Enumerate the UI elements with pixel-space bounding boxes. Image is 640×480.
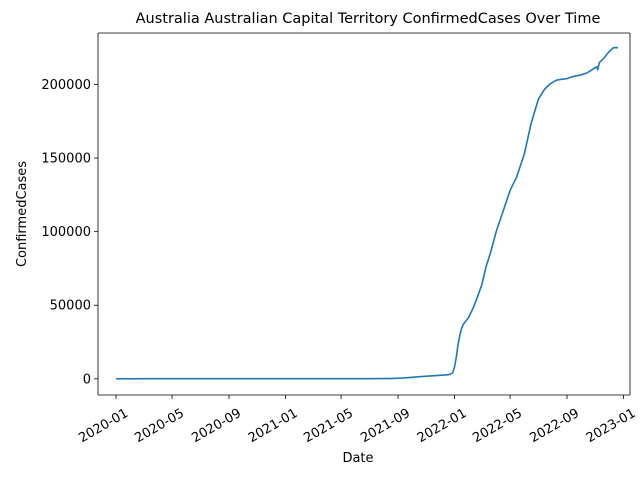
x-tick-label: 2021-09 — [358, 406, 413, 446]
chart-title: Australia Australian Capital Territory C… — [136, 11, 601, 27]
y-tick-label: 100000 — [41, 225, 91, 240]
x-tick-label: 2023-01 — [584, 406, 639, 446]
x-tick-label: 2020-05 — [132, 406, 187, 446]
x-tick-label: 2022-05 — [470, 406, 525, 446]
x-tick-label: 2022-01 — [415, 406, 470, 446]
x-tick-label: 2020-09 — [189, 406, 244, 446]
x-tick-label: 2021-05 — [301, 406, 356, 446]
y-tick-label: 200000 — [41, 78, 91, 93]
y-axis-label: ConfirmedCases — [15, 161, 30, 267]
y-tick-label: 50000 — [50, 299, 91, 314]
x-tick-label: 2022-09 — [527, 406, 582, 446]
x-tick-label: 2021-01 — [246, 406, 301, 446]
y-axis-ticks: 0 50000 100000 150000 200000 — [41, 78, 98, 387]
y-tick-label: 150000 — [41, 152, 91, 167]
x-tick-label: 2020-01 — [76, 406, 131, 446]
y-tick-label: 0 — [83, 372, 91, 387]
x-axis-ticks: 2020-01 2020-05 2020-09 2021-01 2021-05 2021-… — [76, 395, 638, 446]
series-line — [116, 46, 618, 380]
plot-area — [98, 33, 630, 395]
x-axis-label: Date — [342, 451, 373, 466]
